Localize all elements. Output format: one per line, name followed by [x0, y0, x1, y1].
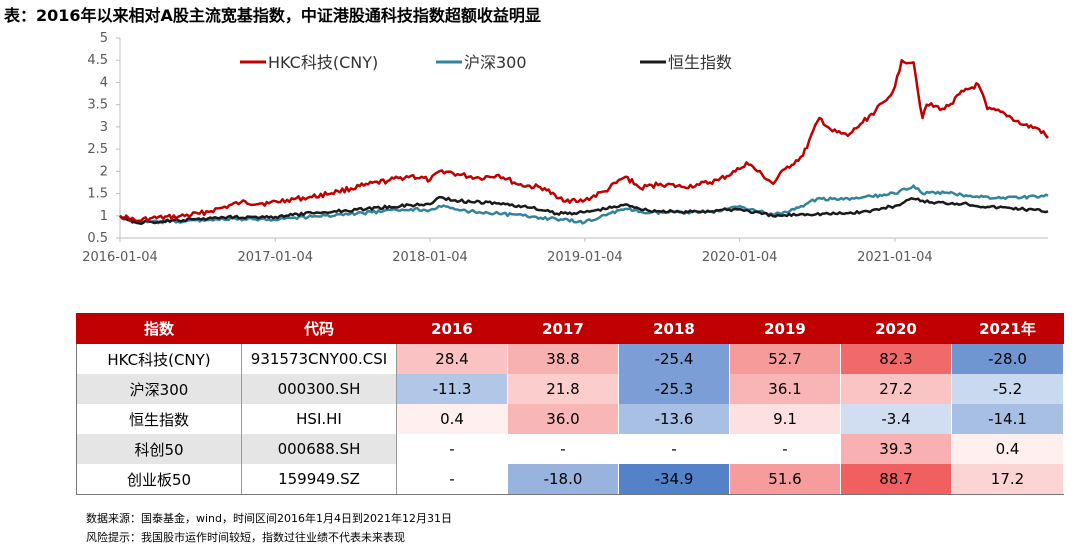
table-header-cell: 2021年 — [951, 313, 1064, 344]
return-value-cell: -25.3 — [618, 374, 730, 404]
index-code-cell: HSI.HI — [241, 404, 397, 434]
x-tick-label: 2017-01-04 — [237, 250, 313, 265]
table-header-cell: 2016 — [396, 313, 508, 344]
returns-table: 指数 代码 2016 2017 2018 2019 2020 2021年 HKC科技(CNY)… — [76, 313, 1064, 495]
return-value-cell: -34.9 — [618, 464, 730, 495]
index-name-cell: 沪深300 — [76, 374, 242, 404]
return-value-cell: -5.2 — [951, 374, 1064, 404]
return-value-cell: - — [396, 434, 508, 464]
series-line-0 — [119, 58, 1049, 223]
series-line-2 — [119, 195, 1049, 226]
legend-label-2: 恒生指数 — [668, 53, 732, 72]
line-chart: 0.5 1 1.5 2 2.5 3 3.5 4 4.5 5 2016-01-04 2017-01-04… — [82, 31, 1049, 265]
y-tick-label: 4 — [100, 75, 108, 90]
table-row: HKC科技(CNY) 931573CNY00.CSI 28.4 38.8 -25.4 52… — [76, 343, 1064, 374]
return-value-cell: 27.2 — [840, 374, 952, 404]
x-tick-label: 2019-01-04 — [547, 250, 623, 265]
y-tick-label: 4.5 — [87, 53, 108, 68]
index-name-cell: HKC科技(CNY) — [76, 343, 242, 374]
table-header-cell: 2017 — [507, 313, 619, 344]
return-value-cell: 88.7 — [840, 464, 952, 495]
risk-note: 风险提示：我国股市运作时间较短，指数过往业绩不代表未来表现 — [86, 531, 405, 544]
table-header-cell: 2019 — [729, 313, 841, 344]
return-value-cell: 82.3 — [840, 343, 952, 374]
return-value-cell: 9.1 — [729, 404, 841, 434]
index-name-cell: 恒生指数 — [76, 404, 242, 434]
table-header-cell: 2018 — [618, 313, 730, 344]
y-tick-label: 3 — [100, 120, 108, 135]
index-name-cell: 创业板50 — [76, 464, 242, 495]
return-value-cell: -25.4 — [618, 343, 730, 374]
return-value-cell: - — [618, 434, 730, 464]
return-value-cell: 36.0 — [507, 404, 619, 434]
return-value-cell: -3.4 — [840, 404, 952, 434]
return-value-cell: 0.4 — [396, 404, 508, 434]
return-value-cell: 38.8 — [507, 343, 619, 374]
return-value-cell: 51.6 — [729, 464, 841, 495]
table-body: HKC科技(CNY) 931573CNY00.CSI 28.4 38.8 -25.4 52… — [76, 343, 1064, 495]
index-code-cell: 000300.SH — [241, 374, 397, 404]
y-tick-label: 3.5 — [87, 98, 108, 113]
x-tick-label: 2021-01-04 — [857, 250, 933, 265]
return-value-cell: 17.2 — [951, 464, 1064, 495]
return-value-cell: -28.0 — [951, 343, 1064, 374]
return-value-cell: -13.6 — [618, 404, 730, 434]
y-tick-label: 1.5 — [87, 187, 108, 202]
return-value-cell: -18.0 — [507, 464, 619, 495]
return-value-cell: - — [507, 434, 619, 464]
chart-lines — [119, 58, 1049, 226]
y-tick-label: 5 — [100, 31, 108, 46]
table-header-row: 指数 代码 2016 2017 2018 2019 2020 2021年 — [76, 313, 1064, 344]
index-code-cell: 159949.SZ — [241, 464, 397, 495]
table-row: 创业板50 159949.SZ - -18.0 -34.9 51.6 88.7 17.2 — [76, 464, 1064, 495]
return-value-cell: 21.8 — [507, 374, 619, 404]
return-value-cell: - — [729, 434, 841, 464]
return-value-cell: 28.4 — [396, 343, 508, 374]
index-code-cell: 931573CNY00.CSI — [241, 343, 397, 374]
table-row: 沪深300 000300.SH -11.3 21.8 -25.3 36.1 27.2 -5.2 — [76, 374, 1064, 404]
y-tick-label: 1 — [100, 209, 108, 224]
series-line-1 — [119, 184, 1049, 225]
return-value-cell: - — [396, 464, 508, 495]
return-value-cell: -11.3 — [396, 374, 508, 404]
x-tick-label: 2020-01-04 — [702, 250, 778, 265]
table-row: 科创50 000688.SH - - - -39.3 0.4 — [76, 434, 1064, 464]
source-note: 数据来源：国泰基金，wind，时间区间2016年1月4日到2021年12月31日 — [86, 512, 452, 525]
return-value-cell: 0.4 — [951, 434, 1064, 464]
return-value-cell: 52.7 — [729, 343, 841, 374]
x-tick-label: 2018-01-04 — [392, 250, 468, 265]
legend-label-0: HKC科技(CNY) — [268, 53, 378, 72]
table-header-cell: 指数 — [76, 313, 242, 344]
return-value-cell: 39.3 — [840, 434, 952, 464]
y-tick-label: 2.5 — [87, 142, 108, 157]
chart-legend: HKC科技(CNY) 沪深300 恒生指数 — [240, 53, 732, 72]
chart-title: 表：2016年以来相对A股主流宽基指数，中证港股通科技指数超额收益明显 — [4, 6, 541, 25]
index-name-cell: 科创50 — [76, 434, 242, 464]
table-header-cell: 代码 — [241, 313, 397, 344]
legend-label-1: 沪深300 — [464, 53, 527, 72]
table-header-cell: 2020 — [840, 313, 952, 344]
x-tick-label: 2016-01-04 — [82, 250, 158, 265]
return-value-cell: 36.1 — [729, 374, 841, 404]
index-code-cell: 000688.SH — [241, 434, 397, 464]
y-tick-label: 2 — [100, 164, 108, 179]
table-row: 恒生指数 HSI.HI 0.4 36.0 -13.6 9.1 -3.4 -14.1 — [76, 404, 1064, 434]
return-value-cell: -14.1 — [951, 404, 1064, 434]
chart-axes: 0.5 1 1.5 2 2.5 3 3.5 4 4.5 5 2016-01-04 2017-01-04… — [82, 31, 1048, 265]
y-tick-label: 0.5 — [87, 231, 108, 246]
